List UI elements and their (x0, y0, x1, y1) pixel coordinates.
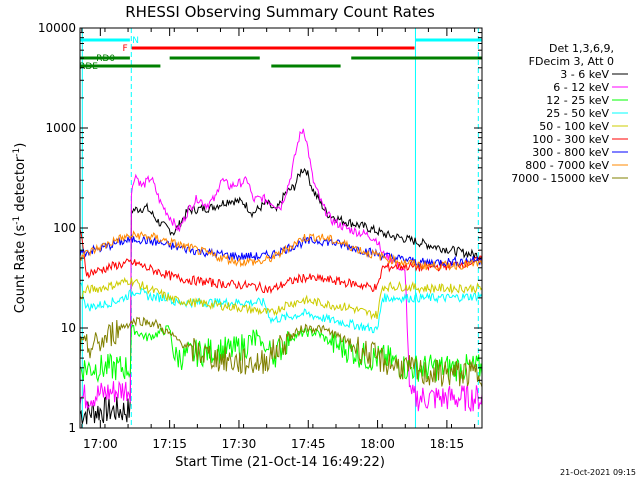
legend-label-4: 50 - 100 keV (539, 120, 609, 133)
series-line-6 (79, 233, 483, 268)
series-line-7 (79, 230, 483, 271)
series-line-8 (79, 316, 483, 388)
legend-label-0: 3 - 6 keV (560, 68, 609, 81)
series-line-0 (79, 167, 483, 425)
flag-label-3: RDE (79, 62, 98, 72)
legend-label-2: 12 - 25 keV (546, 94, 609, 107)
series-lines (79, 128, 483, 425)
y-tick-label-4: 10000 (38, 21, 76, 35)
series-line-2 (79, 324, 483, 384)
legend-header-0: Det 1,3,6,9, (549, 42, 614, 55)
y-axis: 1 10 100 1000 10000 (38, 21, 482, 435)
legend-header-1: FDecim 3, Att 0 (529, 55, 614, 68)
legend-label-3: 25 - 50 keV (546, 107, 609, 120)
legend-label-7: 800 - 7000 keV (525, 159, 609, 172)
y-tick-label-2: 100 (53, 221, 76, 235)
x-tick-label-2: 17:30 (222, 437, 257, 451)
x-tick-label-0: 17:00 (83, 437, 118, 451)
x-axis: 17:00 17:15 17:30 17:45 18:00 18:15 (81, 28, 476, 451)
y-axis-label: Count Rate (s-1 detector-1) (12, 143, 28, 314)
series-line-3 (79, 282, 483, 334)
x-axis-label: Start Time (21-Oct-14 16:49:22) (175, 455, 385, 470)
x-tick-label-3: 17:45 (291, 437, 326, 451)
legend-label-1: 6 - 12 keV (553, 81, 609, 94)
flag-label-0: N (132, 36, 139, 46)
legend-label-6: 300 - 800 keV (532, 146, 609, 159)
series-line-1 (79, 128, 483, 412)
x-tick-label-1: 17:15 (152, 437, 187, 451)
legend-label-5: 100 - 300 keV (532, 133, 609, 146)
series-line-4 (79, 276, 483, 321)
footer-timestamp: 21-Oct-2021 09:15 (560, 468, 636, 477)
y-tick-label-1: 10 (61, 321, 76, 335)
x-tick-label-5: 18:15 (430, 437, 465, 451)
legend-label-8: 7000 - 15000 keV (511, 172, 609, 185)
x-tick-label-4: 18:00 (360, 437, 395, 451)
flag-label-1: F (123, 44, 128, 54)
flag-label-2: RD0 (96, 54, 115, 64)
y-tick-label-3: 1000 (45, 121, 76, 135)
y-tick-label-0: 1 (68, 421, 76, 435)
chart-title: RHESSI Observing Summary Count Rates (125, 3, 435, 21)
